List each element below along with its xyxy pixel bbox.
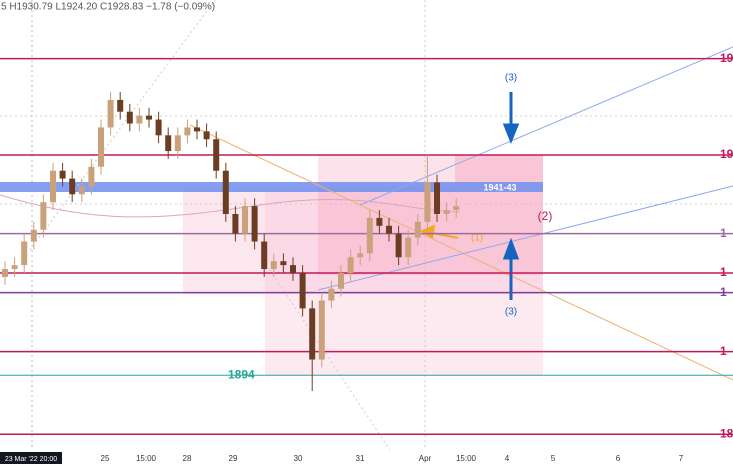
zone <box>455 155 543 187</box>
annotation: (1) <box>471 233 483 244</box>
candle-body <box>347 257 354 273</box>
candle-body <box>453 206 460 211</box>
candle-body <box>184 127 191 136</box>
candle-body <box>165 135 172 152</box>
candle-body <box>357 253 364 258</box>
candle-body <box>318 300 325 360</box>
zone-label: 1941-43 <box>483 182 516 192</box>
candle-body <box>40 202 47 230</box>
candle-body <box>232 213 239 234</box>
candle-body <box>376 217 383 226</box>
candle-body <box>434 182 440 214</box>
candle-body <box>405 237 412 258</box>
candle-body <box>146 115 152 120</box>
annotation: (3) <box>505 307 517 318</box>
candle-body <box>98 127 104 167</box>
candle-body <box>69 178 76 195</box>
x-tick-label: 25 <box>101 454 110 463</box>
x-tick-label: 4 <box>505 454 510 463</box>
level-label: 19 <box>720 51 733 65</box>
x-tick-label: 5 <box>551 454 556 463</box>
x-tick-label: 15:00 <box>136 454 157 463</box>
x-tick-label: 7 <box>679 454 684 463</box>
candle-body <box>88 166 95 187</box>
arrow-up <box>502 237 520 300</box>
x-tick-label: 29 <box>229 454 238 463</box>
channel-line <box>359 46 733 206</box>
candle-body <box>78 186 85 195</box>
candle-body <box>30 229 37 242</box>
candle-body <box>2 269 8 277</box>
candle-body <box>299 272 306 309</box>
candle-body <box>21 241 28 266</box>
candle-body <box>386 225 392 234</box>
candle-body <box>270 261 277 270</box>
candle-body <box>443 210 450 214</box>
annotation: (3) <box>505 73 517 84</box>
level-label: 1 <box>720 226 727 240</box>
x-tick-label: 23 Mar '22 20:00 <box>5 456 57 463</box>
candle-body <box>174 135 181 152</box>
candle-body <box>261 241 268 270</box>
level-label: 1 <box>720 265 727 279</box>
level-label: 18 <box>720 426 733 440</box>
candle-body <box>309 308 316 360</box>
x-tick-label: 31 <box>356 454 365 463</box>
candle-body <box>213 139 220 171</box>
x-tick-label: 30 <box>294 454 303 463</box>
fib-line <box>29 0 216 251</box>
candle-body <box>290 265 296 273</box>
candle-body <box>366 217 373 254</box>
support-label: 1894 <box>228 367 255 381</box>
annotation: (2) <box>538 209 553 223</box>
x-tick-label: 15:00 <box>456 454 477 463</box>
arrow-down <box>502 92 520 145</box>
candle-body <box>280 261 287 266</box>
resistance-band <box>0 182 543 192</box>
candle-body <box>414 221 421 238</box>
candle-body <box>395 233 402 258</box>
x-axis-bg <box>0 450 733 465</box>
candle-body <box>155 119 162 136</box>
candle-body <box>338 272 344 289</box>
level-label: 1 <box>720 285 727 299</box>
candle-body <box>424 182 431 222</box>
candle-body <box>194 127 200 132</box>
candle-body <box>50 170 56 203</box>
ohlc-header: 5 H1930.79 L1924.20 C1928.83 −1.78 (−0.0… <box>1 2 215 13</box>
fib-line <box>269 269 391 451</box>
level-label: 19 <box>720 147 733 161</box>
x-tick-label: Apr <box>419 454 432 463</box>
candle-body <box>251 206 258 242</box>
trend-line <box>189 124 733 381</box>
candle-body <box>136 115 143 124</box>
level-label: 1 <box>720 344 727 358</box>
zone <box>183 187 543 294</box>
moving-average <box>0 194 461 218</box>
candle-body <box>222 170 229 214</box>
candle-body <box>203 131 210 140</box>
candle-body <box>242 206 248 234</box>
candle-body <box>59 170 66 179</box>
x-tick-label: 28 <box>183 454 192 463</box>
candle-body <box>107 99 114 128</box>
candle-body <box>11 265 18 270</box>
candle-body <box>126 111 133 124</box>
x-tick-label: 6 <box>616 454 621 463</box>
x-label-box <box>0 452 62 464</box>
candle-body <box>117 99 124 112</box>
candle-body <box>328 288 335 301</box>
